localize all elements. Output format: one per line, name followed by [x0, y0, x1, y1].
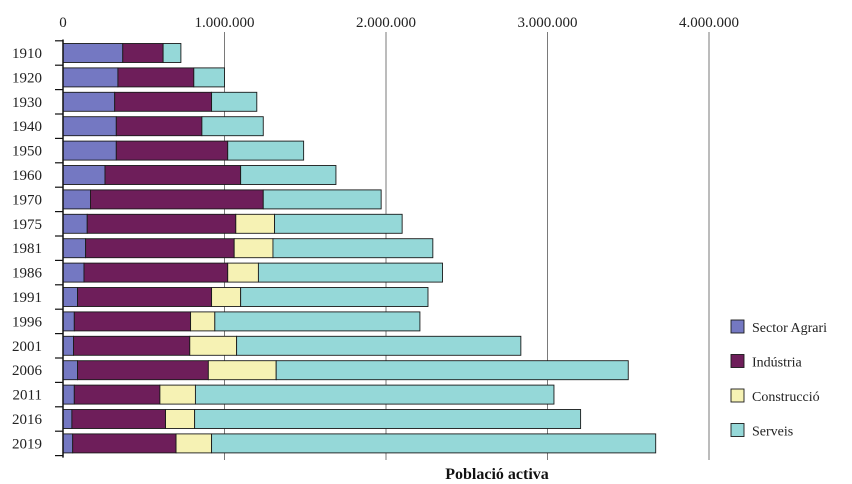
bar-segment — [62, 311, 75, 332]
category-label: 1970 — [12, 192, 42, 208]
bar-segment — [62, 43, 124, 63]
bar-segment — [240, 165, 337, 185]
bar-segment — [201, 116, 264, 137]
bar-segment — [214, 311, 421, 332]
bar-segment — [62, 409, 73, 429]
bar-segment — [240, 287, 429, 307]
category-label: 1975 — [12, 217, 42, 233]
bar-segment — [189, 335, 238, 356]
bar-segment — [190, 311, 216, 332]
bar-segment — [207, 360, 277, 381]
bar-segment — [86, 213, 237, 234]
bar-segment — [73, 335, 191, 356]
legend-swatch — [730, 388, 745, 403]
category-label: 2019 — [12, 436, 42, 452]
category-label: 2011 — [13, 388, 42, 404]
x-tick-labels: 0 1.000.000 2.000.000 3.000.000 4.000.000 — [59, 15, 739, 31]
legend-swatch — [730, 423, 745, 437]
bar-segment — [83, 262, 229, 283]
bar-segment — [62, 262, 85, 283]
bar-segment — [227, 140, 305, 161]
bar-segment — [175, 433, 213, 454]
legend-swatch — [730, 354, 745, 368]
legend-label: Sector Agrari — [752, 321, 827, 336]
bar-segment — [104, 165, 242, 185]
bar-segment — [227, 262, 259, 283]
bar-segment — [72, 433, 177, 454]
category-label: 1920 — [12, 70, 42, 86]
bar-segment — [236, 335, 522, 356]
x-tick-label: 1.000.000 — [195, 15, 255, 31]
bar-segment — [77, 360, 209, 381]
bar-segment — [62, 335, 74, 356]
bar-segment — [272, 238, 434, 259]
category-label: 1930 — [12, 95, 42, 111]
bar-segment — [159, 384, 196, 405]
bar-segment — [211, 433, 657, 454]
bar-segment — [165, 409, 196, 429]
x-tick-label: 2.000.000 — [356, 15, 416, 31]
bar-segment — [117, 67, 195, 88]
bar-segment — [62, 140, 117, 161]
bar-segment — [262, 189, 382, 210]
bar-segment — [194, 409, 582, 429]
legend: Sector Agrari Indústria Construcció Serveis — [730, 319, 827, 440]
bar-segment — [62, 238, 87, 259]
category-label: 1991 — [12, 290, 42, 306]
category-label: 1910 — [12, 46, 42, 62]
bar-segment — [235, 213, 276, 234]
bar-segment — [233, 238, 274, 259]
bar-segment — [211, 287, 242, 307]
bar-segment — [62, 189, 91, 210]
bar-segment — [62, 360, 78, 381]
bar-segment — [71, 409, 167, 429]
x-axis-title: Població activa — [445, 466, 549, 483]
bar-segment — [194, 384, 555, 405]
category-label: 1960 — [12, 168, 42, 184]
bar-segment — [77, 287, 213, 307]
x-tick-label: 0 — [59, 15, 67, 31]
bar-segment — [211, 91, 258, 112]
bar-segment — [114, 91, 213, 112]
legend-label: Construcció — [752, 390, 820, 405]
bar-segment — [62, 213, 88, 234]
category-label: 1940 — [12, 119, 42, 135]
y-axis: 1910 1920 1930 1940 1950 1960 1970 1975 1981 1986… — [12, 39, 64, 458]
category-label: 1981 — [12, 241, 42, 257]
legend-swatch — [730, 319, 745, 334]
category-label: 2001 — [12, 339, 42, 355]
category-label: 1950 — [12, 144, 42, 160]
bar-segment — [62, 287, 78, 307]
category-label: 1986 — [12, 266, 43, 282]
x-tick-label: 4.000.000 — [679, 15, 739, 31]
bar-segment — [62, 165, 106, 185]
x-tick-label: 3.000.000 — [518, 15, 578, 31]
bar-segment — [90, 189, 264, 210]
bar-segment — [85, 238, 235, 259]
bar-segment — [62, 433, 74, 454]
category-label: 1996 — [12, 314, 43, 330]
bar-segment — [257, 262, 443, 283]
legend-label: Indústria — [752, 356, 803, 371]
category-label: 2006 — [12, 363, 43, 379]
bar-segment — [62, 116, 117, 137]
bar-segment — [115, 116, 203, 137]
bar-segment — [193, 67, 225, 88]
bars — [62, 43, 657, 454]
bar-segment — [62, 67, 119, 88]
bar-segment — [115, 140, 229, 161]
bar-segment — [73, 311, 192, 332]
legend-label: Serveis — [752, 425, 793, 440]
bar-segment — [62, 384, 75, 405]
category-label: 2016 — [12, 412, 43, 428]
bar-segment — [122, 43, 164, 63]
bar-segment — [62, 91, 116, 112]
bar-segment — [275, 360, 629, 381]
bar-segment — [162, 43, 182, 63]
bar-segment — [274, 213, 403, 234]
bar-segment — [73, 384, 161, 405]
